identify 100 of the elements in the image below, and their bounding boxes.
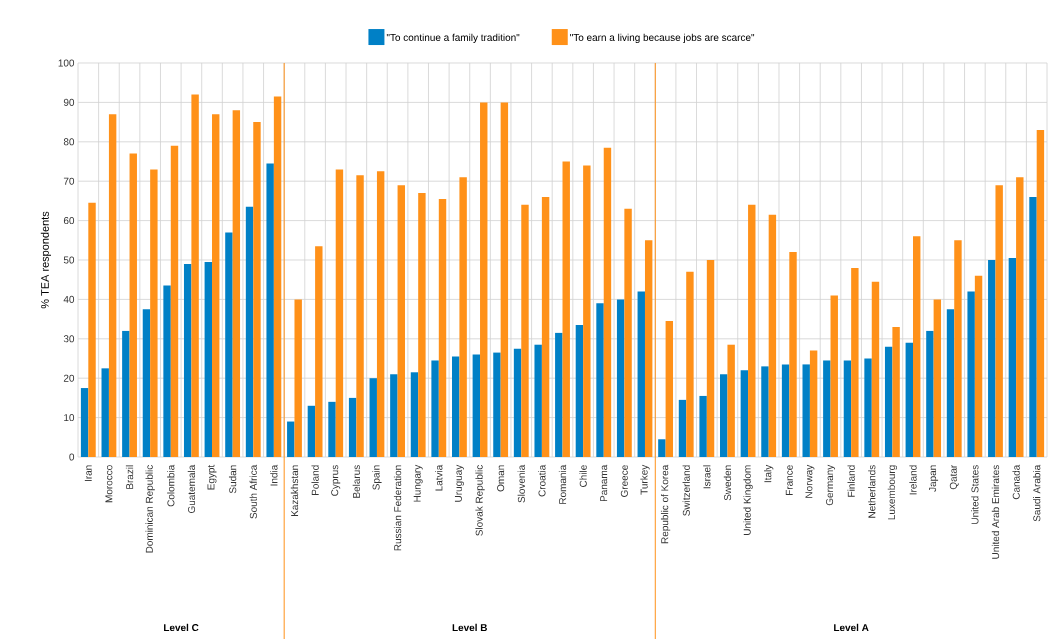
- x-tick-label: Romania: [558, 464, 567, 504]
- text: Level B: [452, 623, 487, 632]
- bar: [142, 309, 151, 457]
- x-tick-label: Republic of Korea: [660, 464, 671, 544]
- bar: [459, 177, 467, 457]
- x-tick-label: Russian Federation: [393, 465, 402, 551]
- bar: [493, 352, 501, 457]
- bar: [616, 299, 625, 457]
- bar: [892, 326, 900, 457]
- bar: [122, 330, 130, 457]
- x-tick-label: United Kingdom: [743, 465, 753, 535]
- x-tick-label: Guatemala: [187, 464, 196, 514]
- x-tick-label: Brazil: [125, 465, 134, 489]
- text: Level A: [834, 623, 869, 632]
- x-tick-label: Chile: [579, 465, 587, 487]
- y-tick-label: 50: [63, 256, 75, 264]
- bar: [884, 346, 893, 457]
- bar: [204, 261, 213, 457]
- y-tick-label: 10: [64, 414, 75, 422]
- x-tick-label: Hungary: [413, 464, 423, 502]
- x-tick-label: Kazakhstan: [290, 465, 299, 517]
- x-tick-label: Ireland: [909, 465, 917, 495]
- bar: [245, 206, 254, 457]
- x-tick-label: Saudi Arabia: [1033, 464, 1041, 522]
- bar: [720, 374, 728, 457]
- bar: [328, 401, 336, 457]
- bar: [356, 175, 364, 457]
- bar: [294, 299, 302, 457]
- bar: [212, 114, 220, 457]
- y-tick-label: 30: [63, 335, 75, 343]
- bar: [150, 169, 158, 457]
- bar: [686, 271, 694, 457]
- bar: [851, 267, 859, 457]
- x-tick-label: Germany: [826, 464, 836, 506]
- bar: [933, 299, 942, 457]
- bar: [871, 281, 880, 457]
- bar: [809, 350, 818, 457]
- x-tick-label: Uruguay: [454, 464, 464, 502]
- bar: [266, 163, 274, 457]
- bar: [830, 295, 838, 457]
- x-tick-label: United States: [971, 465, 979, 524]
- x-tick-label: Qatar: [949, 464, 959, 490]
- x-tick-label: Slovenia: [517, 464, 525, 503]
- y-tick-label: 40: [63, 295, 75, 303]
- bar: [397, 185, 405, 457]
- bar: [678, 399, 687, 457]
- bar: [562, 161, 570, 457]
- x-tick-label: Turkey: [640, 464, 650, 495]
- bar: [183, 263, 192, 457]
- bar: [390, 374, 398, 457]
- bar: [768, 214, 777, 457]
- bar: [789, 252, 797, 457]
- bar: [843, 360, 852, 457]
- x-tick-label: South Africa: [249, 464, 257, 519]
- bar: [864, 358, 872, 457]
- bar: [232, 110, 241, 457]
- bar: [740, 370, 749, 457]
- bar: [307, 405, 316, 457]
- bar: [988, 260, 996, 457]
- bar: [823, 360, 831, 457]
- x-tick-label: Finland: [847, 465, 855, 497]
- bar: [624, 208, 632, 457]
- x-tick-label: Egypt: [207, 464, 217, 490]
- x-tick-label: Oman: [497, 465, 505, 492]
- y-tick-label: 60: [63, 217, 75, 225]
- bar: [1029, 196, 1037, 457]
- bar: [954, 240, 962, 457]
- x-tick-label: Belarus: [352, 465, 360, 498]
- y-tick-label: 80: [63, 138, 75, 146]
- bar: [500, 102, 509, 457]
- bar: [376, 171, 385, 457]
- y-tick-label: 0: [69, 453, 75, 461]
- bar: [287, 421, 295, 457]
- y-axis-title: % TEA respondents: [40, 211, 52, 309]
- x-tick-label: Dominican Republic: [145, 465, 155, 553]
- bar: [727, 344, 735, 457]
- bar: [946, 309, 955, 457]
- bar: [637, 291, 645, 457]
- bar: [513, 348, 522, 457]
- x-tick-label: Luxembourg: [887, 465, 898, 520]
- x-tick-label: Japan: [929, 465, 939, 492]
- x-tick-label: Panama: [600, 464, 608, 502]
- bar: [480, 102, 488, 457]
- bar: [521, 204, 529, 457]
- x-tick-label: Israel: [703, 465, 711, 489]
- y-tick-label: 70: [63, 177, 75, 185]
- x-tick-label: Greece: [620, 465, 628, 497]
- bar: [472, 354, 481, 457]
- x-tick-label: Morocco: [105, 465, 113, 503]
- x-tick-label: Switzerland: [682, 465, 690, 516]
- x-tick-label: Cyprus: [331, 465, 341, 496]
- bar: [699, 395, 707, 457]
- bar: [658, 439, 666, 457]
- bar: [410, 372, 419, 457]
- bar: [802, 364, 810, 457]
- bar: [101, 368, 109, 457]
- bar: [438, 198, 447, 457]
- bar: [1016, 177, 1024, 457]
- bar: [534, 344, 542, 457]
- bar: [644, 240, 653, 457]
